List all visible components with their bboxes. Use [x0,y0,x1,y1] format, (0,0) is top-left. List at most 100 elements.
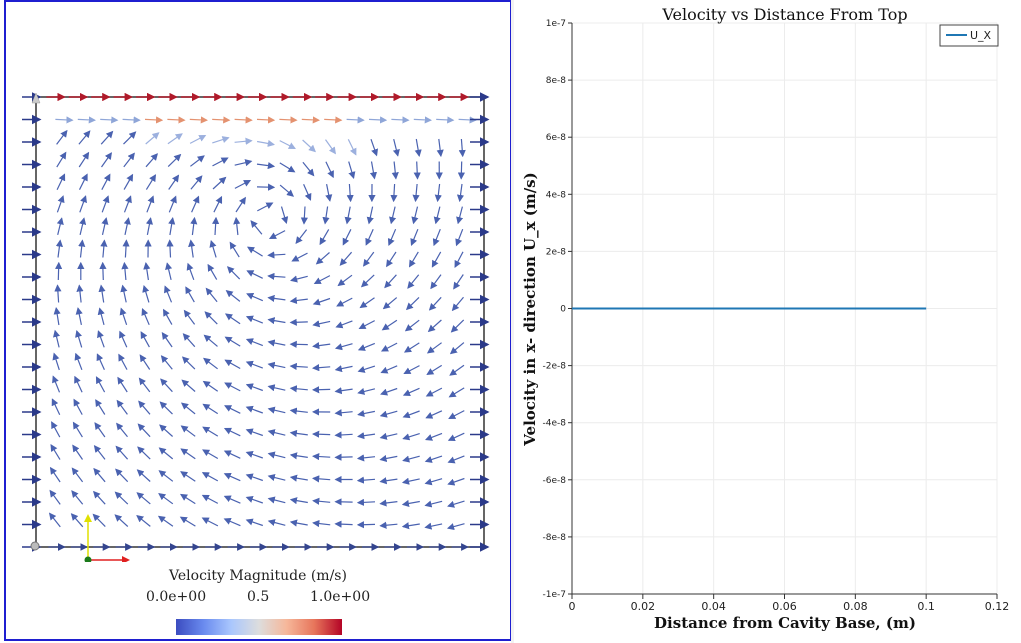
velocity-arrow [245,473,263,482]
velocity-arrow [432,228,441,247]
velocity-arrow [183,309,196,325]
velocity-arrow [301,116,320,124]
y-tick-label: 2e-8 [546,247,567,257]
y-tick-label: 0 [560,305,566,315]
velocity-arrow [223,450,241,459]
velocity-arrow [426,364,443,376]
velocity-arrow [267,251,286,259]
velocity-arrow [122,239,130,258]
velocity-arrow [334,453,353,461]
velocity-arrow [456,183,465,203]
velocity-arrow [424,432,443,441]
y-tick-label: 8e-8 [546,76,567,86]
velocity-arrow [225,290,241,302]
chart-legend[interactable]: U_X [939,24,999,47]
velocity-arrow [75,329,83,348]
velocity-arrow [180,471,196,482]
velocity-arrow [289,452,308,460]
velocity-arrow [116,399,128,415]
y-tick-label: 6e-8 [546,133,567,143]
velocity-arrow [145,153,158,168]
velocity-arrow [424,455,443,463]
velocity-arrow [427,319,442,333]
velocity-arrow [267,406,286,414]
line-chart-view[interactable]: 0 0.02 0.04 0.06 0.08 0.1 0.12 1e-7 8e-8 6e-8 4e-8… [514,0,1021,643]
velocity-arrow [190,175,203,190]
velocity-arrow [458,138,466,158]
velocity-glyph-plot[interactable] [6,2,510,562]
velocity-arrow [119,330,128,348]
velocity-arrow [404,319,420,332]
x-tick-label: 0 [569,600,576,613]
chart-x-label: Distance from Cavity Base, (m) [654,614,916,632]
velocity-arrow [123,217,131,236]
y-tick-label: 4e-8 [546,190,567,200]
view-splitter[interactable] [511,0,514,643]
velocity-arrow [379,477,398,485]
velocity-arrow [202,426,219,437]
velocity-arrow [346,183,354,203]
velocity-arrow [137,446,151,460]
velocity-arrow [77,116,96,124]
y-tick-label: -1e-7 [543,590,566,600]
velocity-arrow [436,138,444,158]
velocity-arrow [54,284,62,303]
velocity-arrow [302,161,315,177]
velocity-arrow [312,320,331,328]
velocity-arrow [181,379,196,392]
velocity-arrow [289,385,308,393]
velocity-arrow [312,475,331,483]
velocity-arrow [209,239,217,258]
velocity-arrow [101,152,112,168]
line-chart: 0 0.02 0.04 0.06 0.08 0.1 0.12 1e-7 8e-8 6e-8 4e-8… [521,5,1010,632]
velocity-arrow [413,116,432,124]
velocity-arrow [279,116,298,124]
velocity-arrow [407,274,420,289]
render-view-vector-field[interactable]: Velocity Magnitude (m/s) 0.0e+00 0.5 1.0… [4,0,512,641]
velocity-arrow [451,296,464,312]
velocity-arrow [49,466,61,483]
velocity-arrow [392,138,400,157]
velocity-arrow [245,495,263,504]
velocity-arrow [99,261,107,281]
velocity-arrow [356,454,376,462]
velocity-arrow [289,407,308,415]
velocity-arrow [357,432,376,440]
velocity-arrow [190,216,198,236]
velocity-arrow [289,318,308,326]
velocity-arrow [267,361,286,369]
chart-axes: 0 0.02 0.04 0.06 0.08 0.1 0.12 1e-7 8e-8 6e-8 4e-8… [543,19,1010,613]
velocity-arrow [53,307,61,326]
velocity-arrow [234,137,253,145]
velocity-arrow [245,428,264,437]
velocity-arrow [96,353,105,370]
velocity-arrow [447,455,465,464]
velocity-arrow [71,490,84,505]
velocity-arrow [160,378,173,393]
velocity-arrow [142,284,150,303]
velocity-arrow [98,284,106,303]
velocity-arrow [97,330,105,348]
velocity-arrow [93,467,106,483]
velocity-arrow [408,251,419,268]
velocity-arrow [79,195,87,213]
velocity-arrow [205,287,218,303]
velocity-arrow [325,161,334,179]
velocity-arrow [72,444,83,460]
velocity-arrow [120,284,128,303]
velocity-arrow [114,514,129,527]
velocity-arrow [366,206,374,225]
velocity-arrow [140,331,150,348]
velocity-arrow [226,266,241,280]
velocity-arrows [22,92,490,552]
velocity-arrow [245,315,264,324]
velocity-arrow [425,410,443,419]
velocity-arrow [138,400,151,415]
velocity-arrow [138,377,151,393]
velocity-arrow [122,116,141,124]
velocity-arrow [167,153,182,168]
velocity-arrow [158,447,174,460]
velocity-arrow [123,131,137,145]
x-tick-label: 0.04 [701,600,726,613]
velocity-arrow [402,410,420,419]
